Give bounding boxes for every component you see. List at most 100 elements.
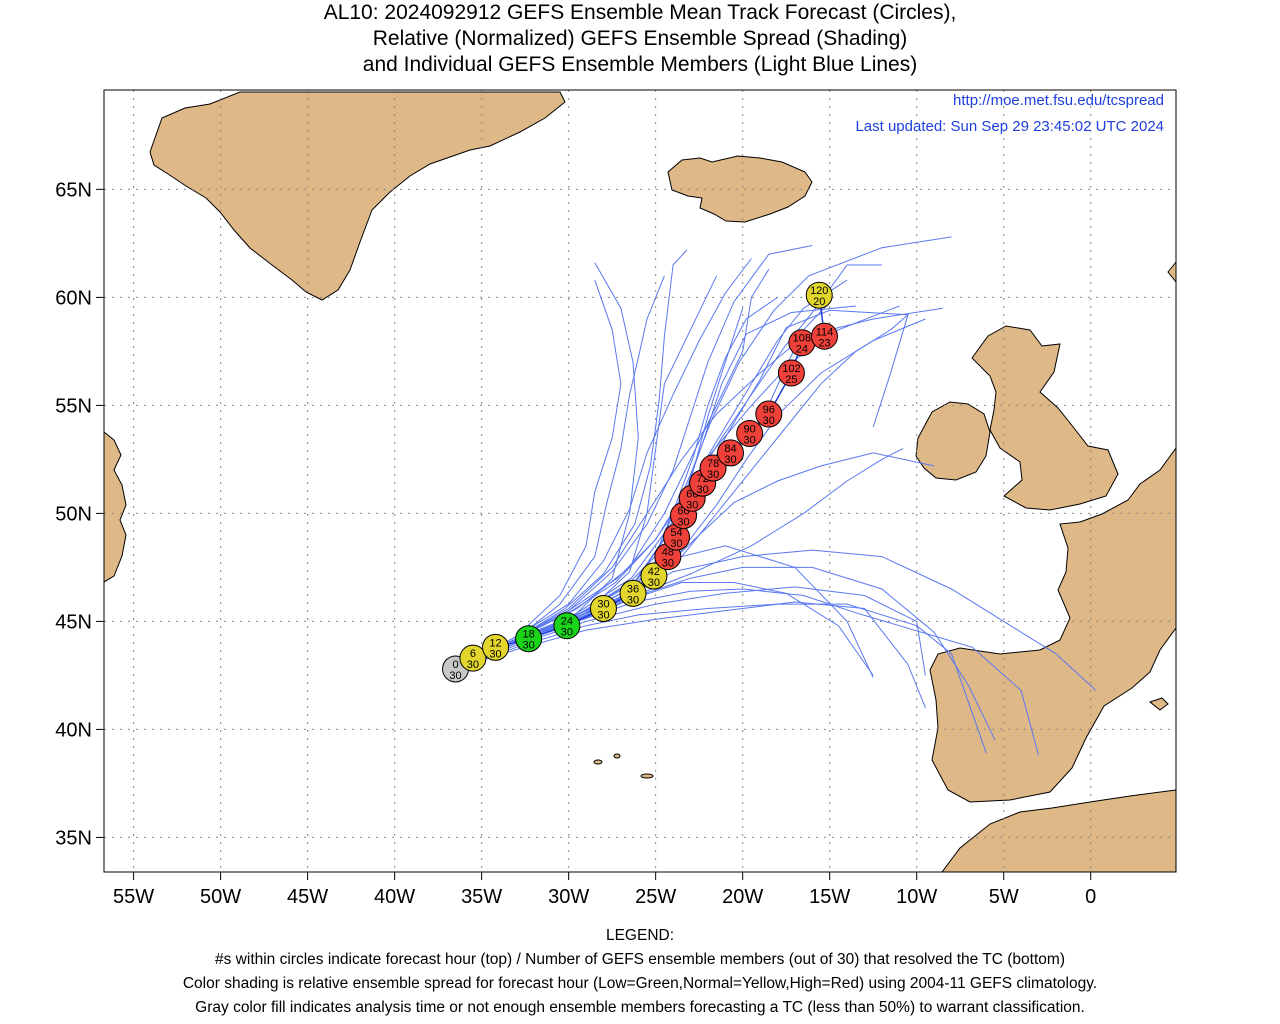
lat-tick-label: 65N xyxy=(55,179,92,201)
forecast-hour-label: 84 xyxy=(724,443,736,455)
forecast-hour-label: 24 xyxy=(561,616,573,628)
svalbard-tip xyxy=(1167,261,1176,283)
member-track-7 xyxy=(455,603,987,754)
member-count-label: 23 xyxy=(818,337,830,349)
lon-tick-label: 35W xyxy=(461,886,502,908)
greenland-landmass xyxy=(149,91,566,301)
member-track-13 xyxy=(455,258,752,670)
lon-tick-label: 25W xyxy=(635,886,676,908)
lat-tick-label: 35N xyxy=(55,827,92,849)
member-count-label: 30 xyxy=(597,609,609,621)
legend-line-2: Color shading is relative ensemble sprea… xyxy=(182,975,1098,992)
lat-tick-label: 60N xyxy=(55,287,92,309)
spread-circle xyxy=(777,359,805,387)
forecast-hour-label: 6 xyxy=(470,648,476,660)
mean-track-circles: 0306301230183024303030363042304830543060… xyxy=(442,281,838,683)
track-point-6: 630 xyxy=(459,644,487,672)
member-count-label: 20 xyxy=(813,296,825,308)
member-count-label: 30 xyxy=(467,659,479,671)
forecast-hour-label: 102 xyxy=(782,363,800,375)
member-track-15 xyxy=(455,275,665,670)
spread-circle xyxy=(810,322,838,350)
spread-circle xyxy=(459,644,487,672)
forecast-hour-label: 48 xyxy=(662,547,674,559)
iceland-landmass xyxy=(667,155,813,223)
europe-mainland xyxy=(929,447,1176,803)
legend-heading: LEGEND: xyxy=(605,927,675,944)
member-count-label: 30 xyxy=(686,499,698,511)
member-count-label: 30 xyxy=(707,469,719,481)
lat-tick-label: 55N xyxy=(55,395,92,417)
forecast-hour-label: 114 xyxy=(816,326,834,338)
lon-tick-label: 55W xyxy=(113,886,154,908)
land-masses xyxy=(104,91,1176,872)
lon-tick-label: 30W xyxy=(548,886,589,908)
lat-tick-label: 50N xyxy=(55,503,92,525)
spread-circle xyxy=(515,625,543,653)
lon-tick-label: 5W xyxy=(989,886,1019,908)
member-count-label: 30 xyxy=(489,648,501,660)
last-updated-text: Last updated: Sun Sep 29 23:45:02 UTC 20… xyxy=(855,118,1164,135)
forecast-hour-label: 12 xyxy=(489,637,501,649)
source-link[interactable]: http://moe.met.fsu.edu/tcspread xyxy=(953,92,1164,109)
lat-tick-label: 45N xyxy=(55,611,92,633)
member-count-label: 30 xyxy=(744,434,756,446)
lon-tick-label: 15W xyxy=(809,886,850,908)
lon-tick-label: 10W xyxy=(896,886,937,908)
member-count-label: 30 xyxy=(522,640,534,652)
spread-circle xyxy=(619,579,647,607)
member-track-26 xyxy=(455,249,688,670)
forecast-hour-label: 120 xyxy=(810,285,828,297)
spread-circle xyxy=(482,633,510,661)
spread-circle xyxy=(716,439,744,467)
forecast-hour-label: 96 xyxy=(763,404,775,416)
longitude-axis: 55W 50W 45W 40W 35W 30W 25W 20W 15W 10W 5W 0 xyxy=(113,872,1096,908)
spread-circle xyxy=(640,562,668,590)
member-count-label: 30 xyxy=(662,558,674,570)
lat-tick-label: 40N xyxy=(55,719,92,741)
member-count-label: 30 xyxy=(763,415,775,427)
chart-title: AL10: 2024092912 GEFS Ensemble Mean Trac… xyxy=(0,0,1280,78)
forecast-hour-label: 90 xyxy=(744,423,756,435)
title-line-3: and Individual GEFS Ensemble Members (Li… xyxy=(362,53,918,76)
legend: LEGEND: #s within circles indicate forec… xyxy=(0,924,1280,1020)
spread-circle xyxy=(699,454,727,482)
newfoundland-landmass xyxy=(104,431,127,583)
forecast-hour-label: 78 xyxy=(707,458,719,470)
legend-line-3: Gray color fill indicates analysis time … xyxy=(195,999,1085,1016)
title-line-2: Relative (Normalized) GEFS Ensemble Spre… xyxy=(372,27,908,50)
member-count-label: 30 xyxy=(648,577,660,589)
spread-circle xyxy=(589,594,617,622)
member-count-label: 30 xyxy=(561,627,573,639)
latitude-axis: 35N 40N 45N 50N 55N 60N 65N xyxy=(55,179,104,849)
member-count-label: 30 xyxy=(627,594,639,606)
member-track-14 xyxy=(455,279,622,670)
lon-tick-label: 20W xyxy=(722,886,763,908)
lon-tick-label: 40W xyxy=(374,886,415,908)
lon-tick-label: 50W xyxy=(200,886,241,908)
member-count-label: 30 xyxy=(449,670,461,682)
spread-circle xyxy=(805,281,833,309)
lon-tick-label: 0 xyxy=(1085,886,1096,908)
forecast-hour-label: 18 xyxy=(522,629,534,641)
member-count-label: 30 xyxy=(670,538,682,550)
member-count-label: 30 xyxy=(677,517,689,529)
mallorca-island xyxy=(1148,697,1169,711)
legend-line-1: #s within circles indicate forecast hour… xyxy=(215,951,1065,968)
forecast-hour-label: 54 xyxy=(670,527,682,539)
forecast-hour-label: 0 xyxy=(452,659,458,671)
forecast-hour-label: 108 xyxy=(793,333,811,345)
